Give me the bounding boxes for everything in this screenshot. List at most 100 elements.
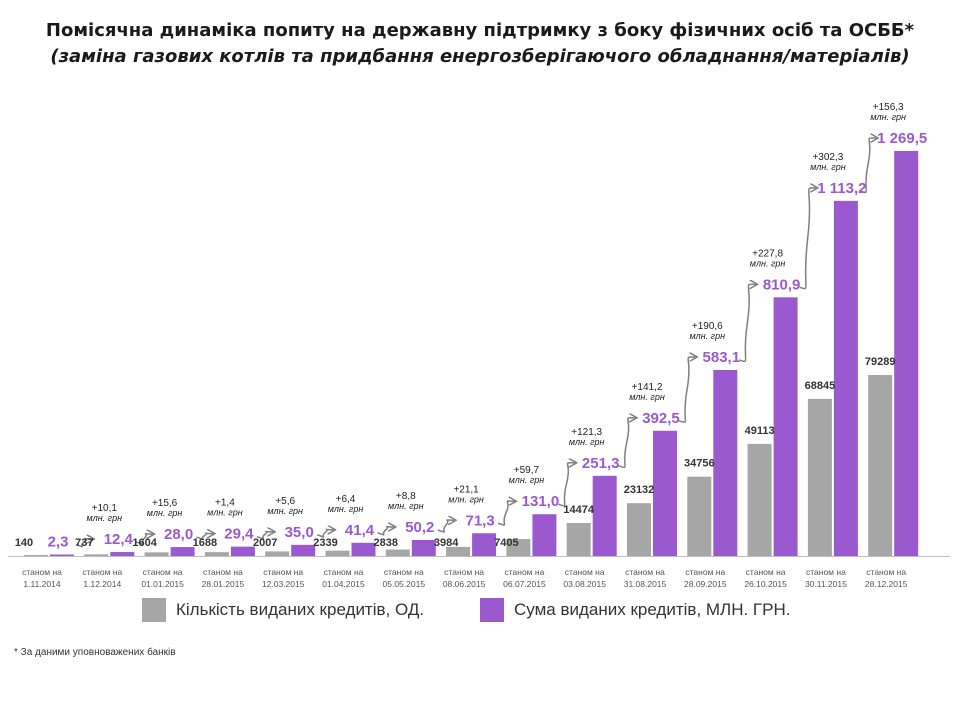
bar-amount-7 [411,539,436,556]
bar-amount-6 [351,542,376,556]
tick-label-8-line2: 08.06.2015 [443,579,486,589]
tick-label-14-line2: 30.11.2015 [805,579,847,589]
tick-label-5-line1: станом на [263,567,303,577]
legend-count: Кількість виданих кредитів, ОД. [142,598,424,622]
increment-unit-1: млн. грн [86,513,122,523]
increment-unit-4: млн. грн [267,506,303,516]
label-count-4: 1688 [193,537,217,549]
bar-count-9 [506,539,531,556]
increment-unit-13: млн. грн [810,162,846,172]
increment-arrow-11 [678,357,695,424]
increment-arrow-8 [497,501,514,526]
label-amount-14: 1 113,2 [817,180,866,197]
bar-count-6 [325,550,350,556]
increment-value-7: +21,1 [453,484,479,495]
increment-unit-5: млн. грн [328,504,364,514]
label-amount-4: 29,4 [224,526,254,543]
tick-label-13-line1: станом на [746,567,786,577]
increment-value-11: +190,6 [692,321,723,332]
label-amount-9: 131,0 [522,493,560,510]
increment-value-4: +5,6 [275,496,295,507]
chart-title-line2: (заміна газових котлів та придбання енер… [50,46,910,67]
tick-label-2-line1: станом на [82,567,122,577]
increment-arrow-2 [136,534,152,545]
increment-value-5: +6,4 [336,494,356,505]
tick-label-4-line1: станом на [203,567,243,577]
tick-label-14-line1: станом на [806,567,846,577]
chart-title: Помісячна динаміка попиту на державну пі… [0,18,960,70]
tick-label-2-line2: 1.12.2014 [83,579,121,589]
label-count-5: 2007 [253,537,277,549]
label-amount-5: 35,0 [285,524,314,541]
increment-arrow-5 [316,529,333,538]
bar-amount-2 [110,552,135,556]
tick-label-8-line1: станом на [444,567,484,577]
label-amount-12: 583,1 [703,349,741,366]
tick-label-5-line2: 12.03.2015 [262,579,305,589]
increment-unit-8: млн. грн [509,475,545,485]
label-amount-6: 41,4 [345,522,375,539]
bar-count-15 [868,375,893,556]
increment-unit-3: млн. грн [207,508,243,518]
bar-amount-14 [833,200,858,556]
tick-label-6-line1: станом на [324,567,364,577]
increment-value-9: +121,3 [571,427,602,438]
label-amount-10: 251,3 [582,455,620,472]
increment-arrow-4 [256,531,273,540]
label-count-15: 79289 [865,356,896,368]
bar-count-7 [385,549,410,556]
increment-unit-6: млн. грн [388,501,424,511]
legend-amount-swatch [480,598,504,622]
bar-amount-11 [653,430,677,556]
label-amount-3: 28,0 [164,526,193,543]
increment-unit-7: млн. грн [448,494,484,504]
increment-arrow-12 [739,284,755,363]
label-count-10: 14474 [563,504,594,516]
label-count-1: 140 [15,537,33,549]
label-count-14: 68845 [805,380,836,392]
label-count-3: 1604 [132,537,157,549]
tick-label-11-line2: 31.08.2015 [624,579,667,589]
tick-label-12-line2: 28.09.2015 [684,579,727,589]
tick-label-3-line2: 01.01.2015 [141,579,184,589]
bar-count-4 [204,552,229,556]
bar-count-14 [807,398,832,556]
label-amount-11: 392,5 [642,410,680,427]
bar-count-1 [24,555,48,556]
footnote: * За даними уповноважених банків [14,647,176,658]
increment-value-6: +8,8 [396,491,416,502]
label-count-6: 2339 [313,537,337,549]
bar-count-11 [627,503,651,556]
bar-amount-13 [773,297,798,556]
increment-value-8: +59,7 [514,465,540,476]
bar-amount-12 [713,369,738,556]
label-amount-15: 1 269,5 [877,130,927,147]
tick-label-7-line1: станом на [384,567,424,577]
increment-value-14: +156,3 [873,102,904,113]
increment-value-13: +302,3 [812,152,843,163]
bar-count-3 [144,552,169,556]
tick-label-15-line2: 28.12.2015 [865,579,908,589]
increment-unit-10: млн. грн [629,392,665,402]
increment-value-2: +15,6 [152,498,178,509]
tick-label-4-line2: 28.01.2015 [202,579,245,589]
increment-arrow-3 [196,533,213,541]
increment-unit-2: млн. грн [147,508,183,518]
legend-count-label: Кількість виданих кредитів, ОД. [176,600,425,619]
bar-amount-10 [592,475,617,556]
label-count-8: 3984 [434,537,459,549]
increment-unit-11: млн. грн [689,331,725,341]
label-amount-2: 12,4 [104,531,134,548]
label-count-12: 34756 [684,458,715,470]
label-count-7: 2838 [374,537,398,549]
legend-amount: Сума виданих кредитів, МЛН. ГРН. [480,598,790,622]
tick-label-11-line1: станом на [625,567,665,577]
increment-unit-14: млн. грн [870,112,906,122]
label-count-11: 23132 [624,484,655,496]
increment-value-1: +10,1 [92,503,118,514]
legend-amount-label: Сума виданих кредитів, МЛН. ГРН. [514,600,791,619]
tick-label-1-line2: 1.11.2014 [23,579,60,589]
increment-value-10: +141,2 [632,382,663,393]
label-count-9: 7405 [494,537,518,549]
